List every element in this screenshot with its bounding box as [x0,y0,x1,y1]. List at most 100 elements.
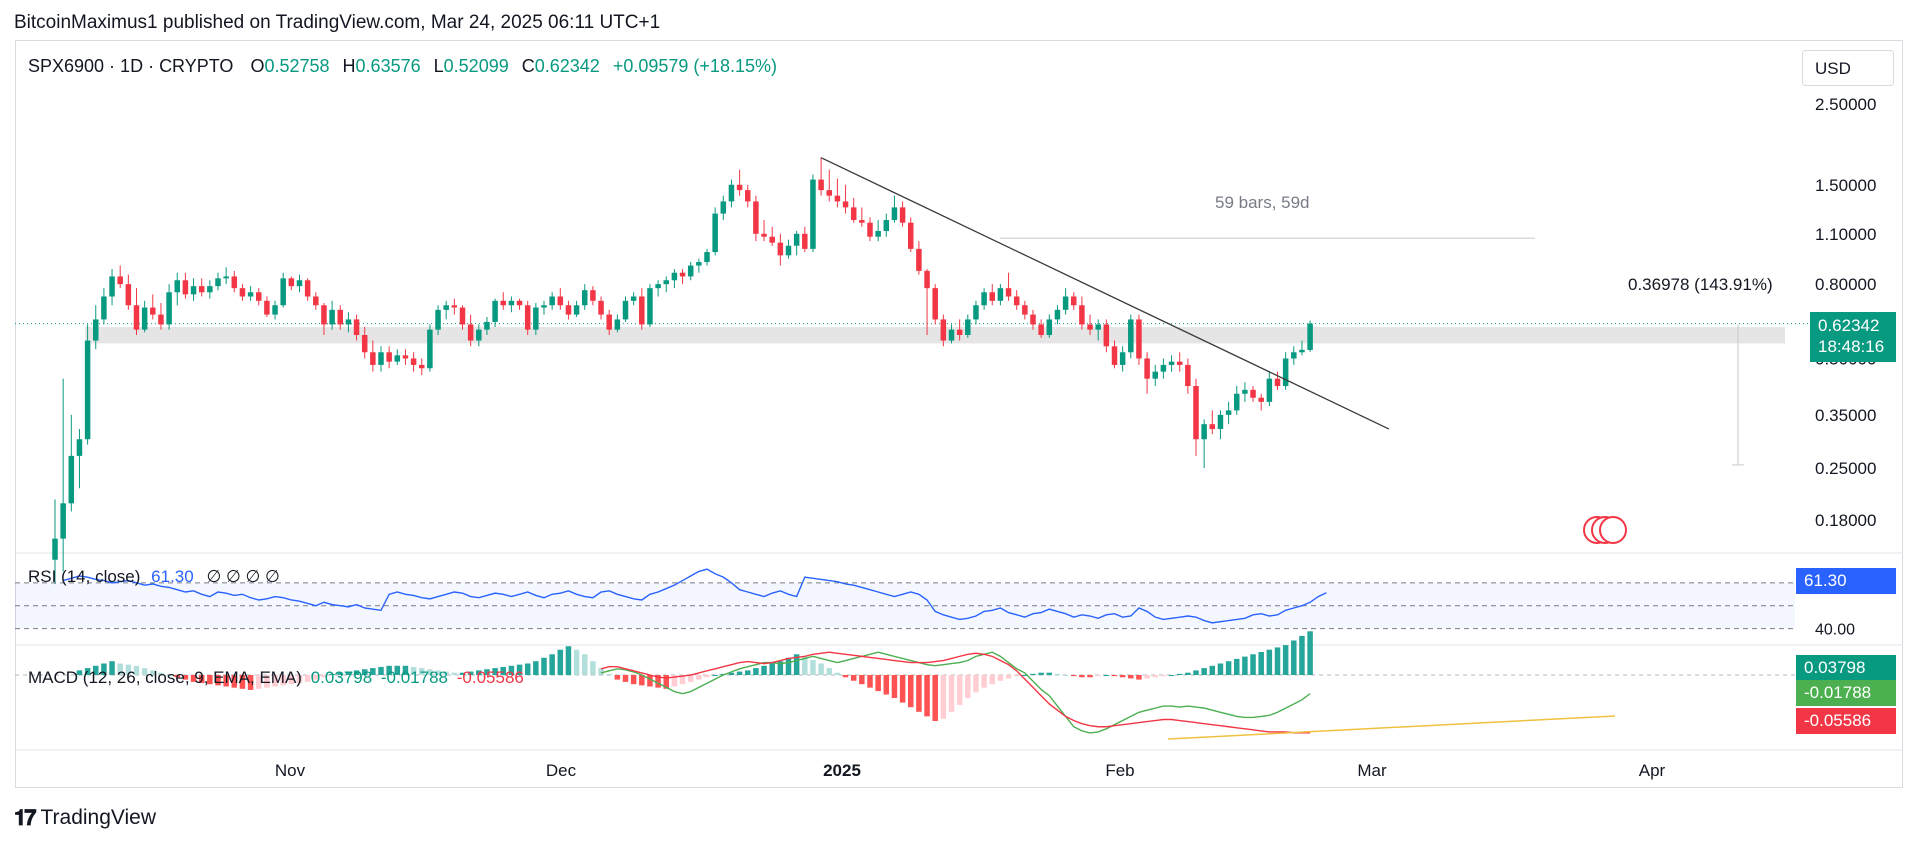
candle-body [166,292,172,325]
macd-histogram-bar [492,668,498,675]
candle-body [1079,305,1085,325]
macd-histogram-bar [353,670,360,675]
candle-body [1168,361,1175,365]
macd-histogram-bar [940,675,947,719]
candle-body [125,284,132,306]
candle-body [1136,319,1142,359]
candle-body [272,305,278,315]
macd-histogram-bar [647,675,653,687]
candle-body [1022,305,1028,315]
macd-histogram-bar [215,675,221,686]
macd-histogram-bar [924,675,930,717]
candle-body [427,329,433,369]
macd-histogram-bar [476,670,482,675]
macd-legend[interactable]: MACD (12, 26, close, 9, EMA, EMA) 0.0379… [28,668,524,688]
candle-body [247,292,254,297]
macd-histogram-bar [190,675,197,682]
macd-histogram-bar [598,668,604,675]
macd-histogram-bar [965,675,971,698]
candle-body [386,352,392,362]
macd-histogram-bar [394,665,401,675]
candle-body [1038,324,1044,336]
macd-histogram-bar [671,675,678,687]
ohlc-h-label: H [342,56,356,76]
macd-histogram-bar [1185,672,1191,675]
macd-histogram-bar [622,675,629,682]
macd-histogram-bar [582,654,588,675]
candle-body [533,307,539,330]
candle-body [296,280,303,287]
candle-body [141,307,148,330]
y-tick-label: 1.50000 [1815,176,1876,195]
rsi-legend[interactable]: RSI (14, close) 61.30 ∅ ∅ ∅ ∅ [28,567,280,587]
macd-histogram-bar [451,672,458,675]
macd-histogram-bar [1119,675,1126,678]
candle-body [198,286,205,293]
macd-histogram-bar [1128,675,1134,679]
candle-body [549,296,555,306]
candle-body [345,319,352,325]
y-tick-label: 0.18000 [1815,511,1876,530]
macd-histogram-bar [378,666,384,675]
macd-histogram-bar [231,675,238,688]
candle-body [842,201,849,208]
candle-body [394,355,401,362]
x-tick-label: Dec [546,761,577,780]
macd-histogram-bar [606,673,612,675]
x-tick-label: Mar [1357,761,1387,780]
tradingview-logo-icon: 𝟏𝟕 [14,805,37,830]
macd-histogram-bar [859,675,865,685]
candle-body [908,222,914,249]
macd-histogram-bar [410,666,417,675]
candle-body [1258,397,1264,402]
macd-histogram-bar [687,675,694,682]
candle-body [1307,323,1313,350]
candle-body [785,245,792,256]
rsi-tag: 61.30 [1796,568,1896,594]
candle-body [1013,296,1020,306]
macd-histogram-bar [1005,675,1012,679]
macd-histogram-bar [207,675,213,685]
macd-line-tag: -0.01788 [1796,680,1896,706]
candle-body [859,220,865,223]
macd-histogram-bar [1258,652,1264,675]
candle-body [630,296,637,301]
rsi-level-label: 40.00 [1815,622,1855,639]
candle-body [965,319,971,336]
macd-histogram-bar [1022,675,1028,676]
currency-button[interactable]: USD [1802,50,1894,86]
macd-histogram-bar [158,672,164,675]
candle-body [117,276,123,285]
candle-body [916,248,922,271]
macd-histogram-bar [296,675,303,684]
candle-body [1152,371,1158,379]
candle-body [280,278,286,306]
macd-histogram-bar [1079,675,1085,678]
rsi-value: 61.30 [151,567,194,586]
y-tick-label: 0.80000 [1815,275,1876,294]
macd-histogram-bar [1282,645,1289,675]
macd-histogram-bar [1062,675,1069,676]
macd-histogram-bar [908,675,914,708]
chart-panel[interactable] [15,40,1903,788]
range-label: 59 bars, 59d [1215,193,1310,212]
candle-body [93,319,99,341]
macd-histogram-bar [370,668,376,675]
candle-body [924,270,930,289]
candle-body [1005,288,1012,297]
candle-body [313,296,319,306]
macd-histogram-bar [533,661,539,675]
rsi-extra-values: ∅ ∅ ∅ ∅ [206,567,280,586]
candle-body [410,358,417,365]
candle-body [826,190,832,196]
macd-histogram-bar [76,670,83,675]
macd-histogram-bar [1234,658,1240,675]
symbol-name[interactable]: SPX6900 · 1D · CRYPTO [28,56,234,76]
x-tick-label: Nov [275,761,306,780]
macd-histogram-bar [288,675,295,685]
macd-hist-tag: 0.03798 [1796,655,1896,681]
ohlc-l-label: L [433,56,444,76]
macd-histogram-bar [728,672,735,675]
macd-histogram-bar [1225,661,1232,675]
